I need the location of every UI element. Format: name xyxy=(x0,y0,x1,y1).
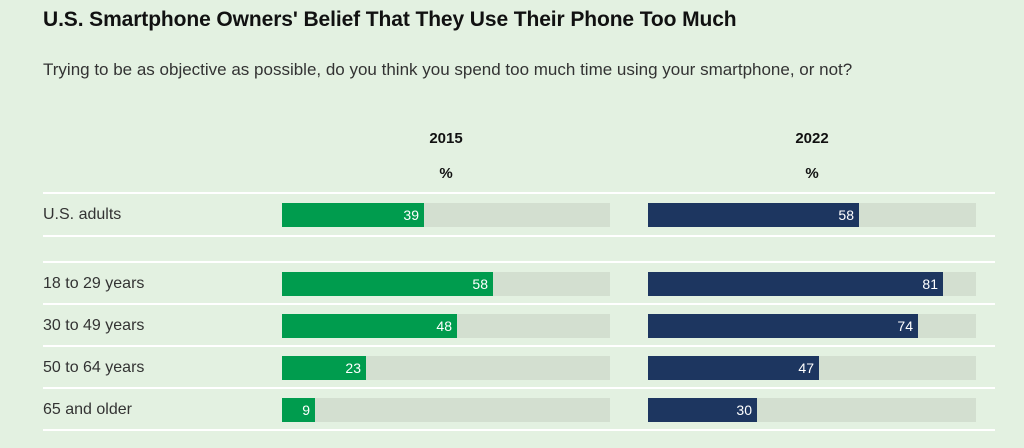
row-label: 50 to 64 years xyxy=(43,359,145,376)
bar-track-2022: 81 xyxy=(648,272,976,296)
row-divider xyxy=(43,429,995,431)
row-divider xyxy=(43,261,995,263)
bar-2015: 48 xyxy=(282,314,457,338)
row-label: 18 to 29 years xyxy=(43,275,145,292)
row-divider xyxy=(43,345,995,347)
bar-track-2015: 39 xyxy=(282,203,610,227)
bar-2022: 74 xyxy=(648,314,918,338)
bar-track-2015: 58 xyxy=(282,272,610,296)
column-unit-2022: % xyxy=(805,165,819,182)
bar-value-label: 9 xyxy=(302,402,310,418)
bar-2015: 23 xyxy=(282,356,366,380)
row-divider xyxy=(43,303,995,305)
bar-value-label: 23 xyxy=(345,360,361,376)
bar-track-2022: 58 xyxy=(648,203,976,227)
bar-track-2015: 23 xyxy=(282,356,610,380)
bar-track-2022: 30 xyxy=(648,398,976,422)
bar-value-label: 47 xyxy=(798,360,814,376)
row-divider xyxy=(43,192,995,194)
chart-title: U.S. Smartphone Owners' Belief That They… xyxy=(43,8,737,31)
bar-value-label: 39 xyxy=(403,207,419,223)
bar-track-2022: 74 xyxy=(648,314,976,338)
chart-subtitle: Trying to be as objective as possible, d… xyxy=(43,60,853,79)
column-unit-2015: % xyxy=(439,165,453,182)
row-divider xyxy=(43,387,995,389)
bar-track-2022: 47 xyxy=(648,356,976,380)
bar-track-2015: 48 xyxy=(282,314,610,338)
column-header-2022: 2022 xyxy=(795,130,829,147)
bar-2022: 58 xyxy=(648,203,859,227)
bar-2015: 58 xyxy=(282,272,493,296)
row-label: U.S. adults xyxy=(43,206,122,223)
row-label: 65 and older xyxy=(43,401,132,418)
bar-2015: 9 xyxy=(282,398,315,422)
row-divider xyxy=(43,235,995,237)
bar-2015: 39 xyxy=(282,203,424,227)
bar-track-2015: 9 xyxy=(282,398,610,422)
bar-value-label: 81 xyxy=(922,276,938,292)
bar-value-label: 48 xyxy=(436,318,452,334)
bar-2022: 47 xyxy=(648,356,819,380)
bar-value-label: 58 xyxy=(472,276,488,292)
bar-value-label: 58 xyxy=(838,207,854,223)
bar-value-label: 30 xyxy=(736,402,752,418)
column-header-2015: 2015 xyxy=(429,130,463,147)
bar-2022: 30 xyxy=(648,398,757,422)
bar-value-label: 74 xyxy=(897,318,913,334)
row-label: 30 to 49 years xyxy=(43,317,145,334)
bar-2022: 81 xyxy=(648,272,943,296)
